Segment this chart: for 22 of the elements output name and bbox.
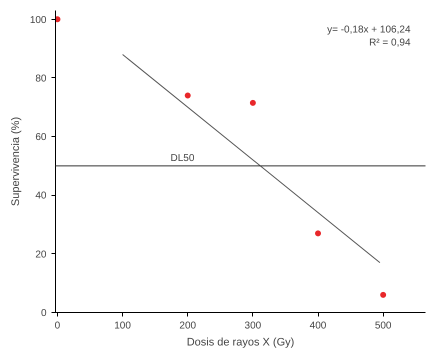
point	[184, 92, 191, 99]
point	[56, 16, 60, 22]
x-tick-label: 0	[54, 320, 61, 332]
point	[315, 230, 322, 236]
x-tick-label: 100	[114, 320, 132, 332]
x-tick-label: 200	[179, 320, 197, 332]
x-axis-title: Dosis de rayos X (Gy)	[186, 336, 294, 348]
y-tick-label: 20	[35, 249, 47, 260]
x-tick-label: 400	[310, 320, 327, 332]
point	[250, 100, 256, 106]
y-axis-title: Supervivencia (%)	[10, 116, 22, 206]
point	[380, 292, 386, 298]
y-tick-label: 0	[40, 308, 47, 319]
y-tick-label: 60	[35, 132, 47, 144]
annotation: y= -0,18x + 106,24	[327, 24, 411, 36]
y-tick-label: 80	[35, 73, 47, 84]
y-tick-label: 100	[30, 14, 47, 26]
annotation: R² = 0,94	[369, 38, 411, 48]
ref-line-label: DL50	[170, 152, 195, 164]
x-tick-label: 500	[374, 320, 392, 332]
x-tick-label: 300	[244, 320, 262, 332]
y-tick-label: 40	[35, 190, 47, 202]
